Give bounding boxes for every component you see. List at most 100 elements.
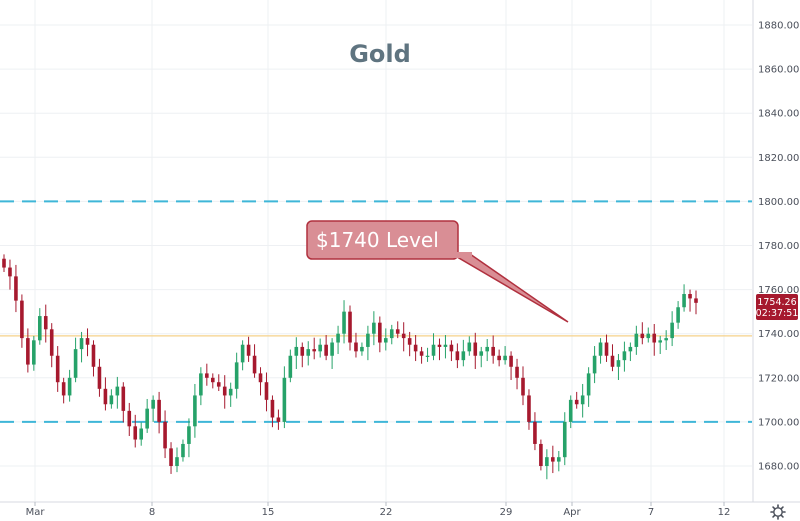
candle-body xyxy=(646,333,651,339)
chart-title: Gold xyxy=(349,40,411,68)
candle-body xyxy=(294,346,299,356)
callout-label: $1740 Level xyxy=(316,228,439,252)
candle-body xyxy=(401,333,406,339)
candle-body xyxy=(497,355,501,361)
candle-body xyxy=(163,421,167,449)
candle-body xyxy=(568,399,573,422)
candle-body xyxy=(509,355,513,367)
candle-body xyxy=(133,426,138,440)
candle-body xyxy=(276,417,281,422)
y-tick-label: 1860.00 xyxy=(758,65,799,76)
candle-body xyxy=(443,344,448,347)
candle-body xyxy=(676,307,680,323)
candle-body xyxy=(85,338,90,345)
candle-body xyxy=(193,395,197,427)
candle-body xyxy=(216,382,221,387)
candle-body xyxy=(628,346,633,352)
candle-body xyxy=(151,399,155,409)
last-price-countdown: 02:37:51 xyxy=(756,308,799,319)
candle-body xyxy=(67,377,72,396)
y-tick-label: 1840.00 xyxy=(758,109,799,120)
last-price-bg xyxy=(756,294,798,320)
candle-body xyxy=(252,355,257,374)
candle-body xyxy=(545,457,549,466)
candle-body xyxy=(652,333,657,343)
gear-icon[interactable] xyxy=(770,504,786,520)
y-tick-label: 1740.00 xyxy=(758,329,799,340)
candle-body xyxy=(360,346,364,352)
candle-body xyxy=(366,333,370,347)
x-tick-label: 8 xyxy=(149,507,155,518)
candle-body xyxy=(413,344,418,352)
candle-body xyxy=(616,360,621,367)
y-tick-label: 1700.00 xyxy=(758,417,799,428)
candle-body xyxy=(694,298,698,303)
y-tick-label: 1720.00 xyxy=(758,373,799,384)
candle-body xyxy=(324,344,328,356)
last-price-tag: 1754.26 02:37:51 xyxy=(756,294,799,320)
candle-body xyxy=(342,311,346,334)
x-tick-label: 29 xyxy=(500,507,513,518)
candle-body xyxy=(139,428,144,440)
x-tick-label: 22 xyxy=(380,507,393,518)
candle-body xyxy=(61,382,66,396)
x-tick-label: Mar xyxy=(26,507,46,518)
candle-body xyxy=(634,333,639,347)
candle-body xyxy=(449,344,454,352)
candle-body xyxy=(378,322,382,343)
candle-body xyxy=(199,373,203,396)
candle-body xyxy=(395,329,400,334)
candle-body xyxy=(473,342,478,356)
candle-body xyxy=(282,377,287,422)
candle-body xyxy=(455,351,460,361)
candle-body xyxy=(348,311,352,343)
candle-body xyxy=(586,373,591,396)
candle-body xyxy=(539,443,543,466)
candle-body xyxy=(574,399,579,405)
candle-body xyxy=(515,366,519,378)
candle-body xyxy=(318,344,322,352)
candle-body xyxy=(604,342,609,356)
level-callout: $1740 Level xyxy=(306,220,569,323)
candle-body xyxy=(157,399,161,422)
candle-body xyxy=(461,351,466,361)
candle-body xyxy=(372,322,376,334)
candle-body xyxy=(521,377,525,396)
candle-body xyxy=(622,351,627,361)
candle-body xyxy=(26,338,30,365)
candle-body xyxy=(115,386,120,396)
x-tick-label: 15 xyxy=(262,507,275,518)
candle-body xyxy=(73,349,78,378)
callout-pointer xyxy=(449,253,569,323)
candle-body xyxy=(300,346,305,356)
candles xyxy=(2,254,698,480)
candle-body xyxy=(306,349,311,356)
candle-body xyxy=(2,258,6,268)
candle-body xyxy=(431,344,436,356)
candle-body xyxy=(169,448,173,466)
candle-body xyxy=(330,342,334,356)
candle-body xyxy=(485,346,490,352)
candle-body xyxy=(270,399,275,418)
candle-body xyxy=(419,351,424,356)
candle-body xyxy=(598,342,603,356)
y-tick-label: 1760.00 xyxy=(758,285,799,296)
candle-body xyxy=(240,344,245,363)
candle-body xyxy=(103,388,108,405)
candle-body xyxy=(479,351,484,356)
candle-body xyxy=(234,362,239,389)
x-tick-label: Apr xyxy=(563,507,581,518)
candle-body xyxy=(527,395,531,422)
candle-body xyxy=(264,382,269,400)
candle-body xyxy=(127,410,132,427)
candle-body xyxy=(79,338,84,350)
candle-body xyxy=(610,355,615,367)
x-tick-label: 12 xyxy=(718,507,731,518)
candle-body xyxy=(688,294,692,299)
candle-body xyxy=(437,344,442,347)
candle-body xyxy=(682,294,686,308)
candle-body xyxy=(32,340,36,365)
candle-body xyxy=(288,355,293,378)
candle-body xyxy=(205,373,209,378)
candle-body xyxy=(210,377,215,383)
